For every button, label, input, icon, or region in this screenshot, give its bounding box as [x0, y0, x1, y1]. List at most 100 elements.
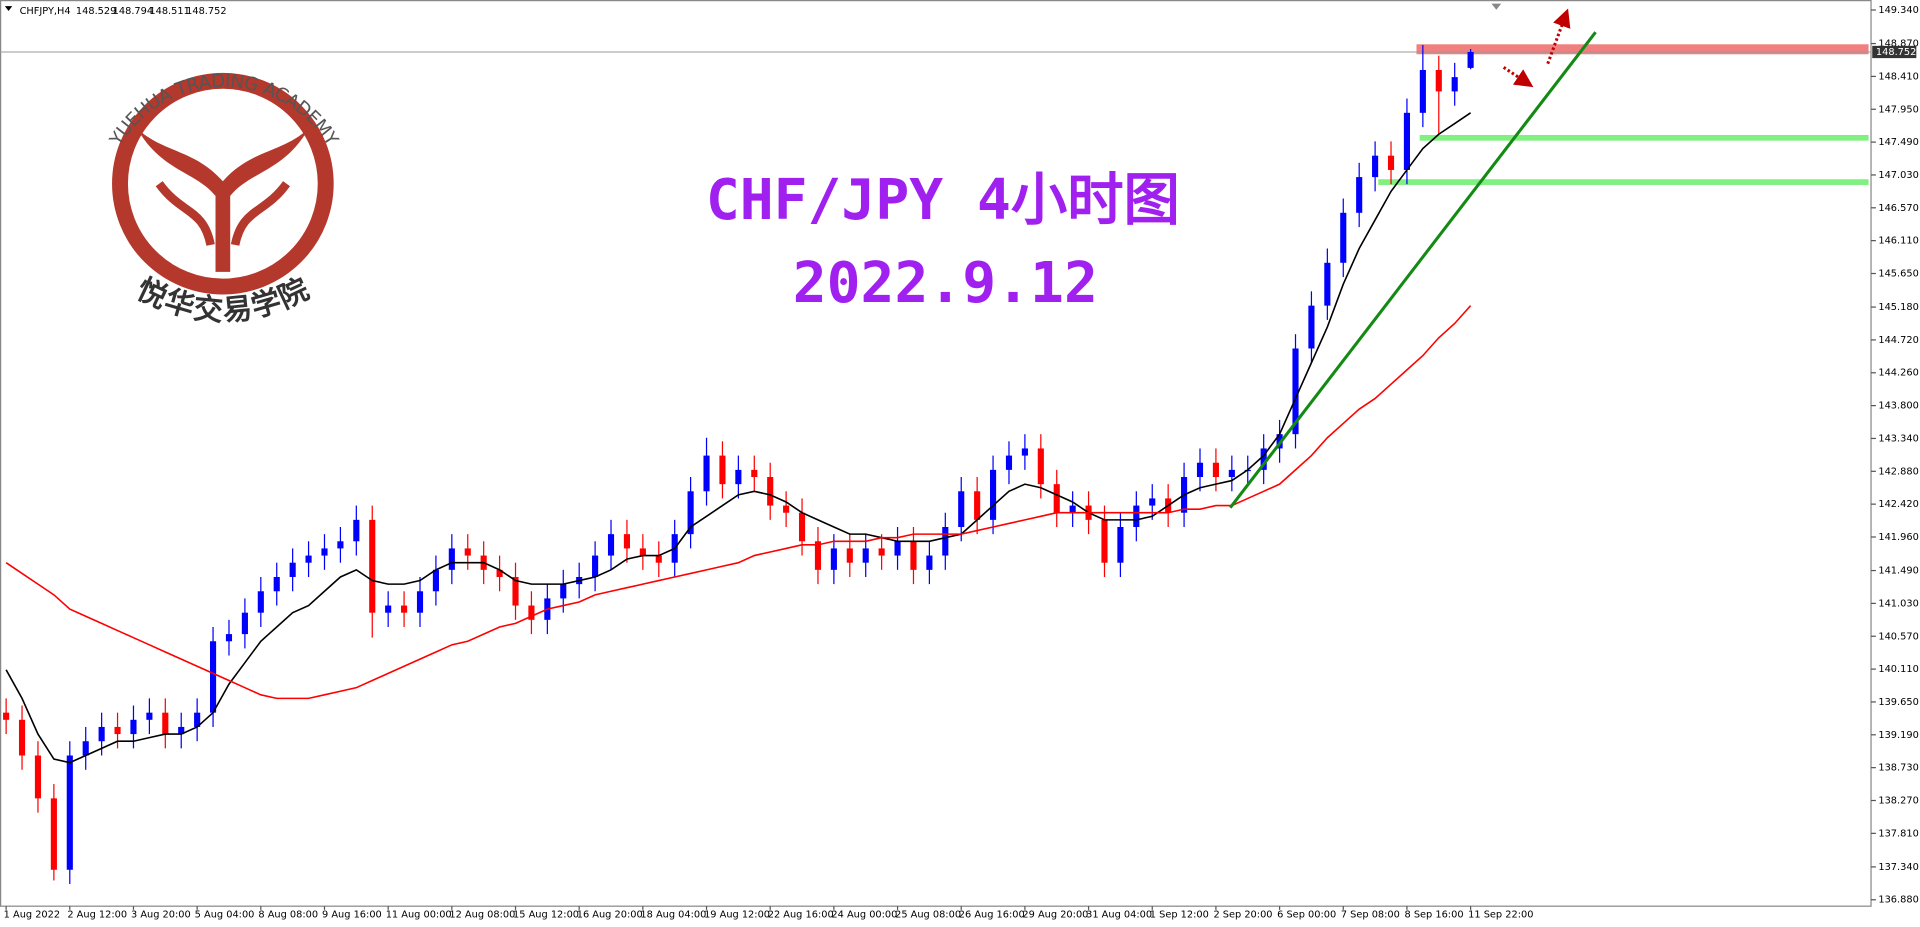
candle-body: [34, 755, 42, 799]
header-low: 148.511: [149, 6, 189, 17]
candle-body: [1133, 505, 1140, 527]
price-zone: [1378, 179, 1869, 185]
candle-body: [1435, 69, 1442, 92]
x-tick-label: 7 Sep 08:00: [1341, 910, 1400, 921]
x-tick-label: 9 Aug 16:00: [322, 910, 382, 921]
candle-body: [830, 548, 837, 570]
x-tick-label: 12 Aug 08:00: [449, 910, 515, 921]
plot-frame: [0, 0, 1872, 907]
candle-body: [225, 634, 233, 642]
candle-body: [496, 569, 503, 577]
y-tick-label: 146.570: [1878, 203, 1918, 214]
candle-body: [623, 534, 630, 549]
candle-body: [273, 576, 280, 592]
candle-body: [130, 719, 137, 735]
x-tick-label: 29 Aug 20:00: [1022, 910, 1088, 921]
candle-body: [814, 541, 822, 570]
candle-body: [719, 455, 726, 485]
candle-body: [369, 519, 376, 613]
candle-body: [289, 562, 296, 577]
y-tick-label: 142.420: [1878, 499, 1918, 510]
x-tick-label: 3 Aug 20:00: [131, 910, 191, 921]
candle-body: [3, 712, 10, 720]
menu-triangle[interactable]: [4, 6, 13, 12]
trendline: [1229, 31, 1597, 509]
candle-body: [1324, 262, 1331, 306]
candle-body: [512, 576, 519, 606]
x-tick-label: 5 Aug 04:00: [195, 910, 255, 921]
candle-body: [926, 555, 933, 570]
arrow-up: [1546, 8, 1571, 65]
candle-body: [1292, 348, 1299, 435]
candle-body: [18, 719, 26, 756]
y-tick-label: 147.030: [1878, 170, 1918, 181]
y-tick-label: 143.340: [1878, 433, 1918, 444]
x-tick-label: 25 Aug 08:00: [895, 910, 961, 921]
candle-body: [50, 798, 57, 870]
candle-body: [98, 726, 105, 742]
candle-body: [1053, 484, 1060, 513]
shift-marker: [1491, 3, 1502, 10]
candle-body: [1308, 305, 1315, 349]
candle-body: [783, 505, 790, 513]
y-tick-label: 137.340: [1878, 862, 1918, 873]
candle-body: [146, 712, 153, 720]
header-close: 148.752: [186, 6, 226, 17]
candle-body: [210, 641, 217, 713]
candle-body: [1451, 77, 1458, 92]
y-tick-label: 145.650: [1878, 268, 1918, 279]
symbol: CHFJPY,H4: [20, 6, 71, 17]
header-open: 148.529: [76, 6, 116, 17]
candle-body: [1419, 69, 1426, 113]
candle-body: [416, 591, 424, 613]
candle-body: [1387, 155, 1395, 170]
chart-title: CHF/JPY 4小时图: [706, 168, 1180, 233]
candle-body: [82, 741, 89, 756]
candle-body: [432, 569, 439, 592]
y-tick-label: 148.410: [1878, 71, 1918, 82]
y-tick-label: 138.270: [1878, 795, 1918, 806]
y-tick-label: 141.030: [1878, 598, 1918, 609]
candle-body: [1403, 112, 1410, 170]
candle-body: [1101, 519, 1108, 563]
candle-body: [114, 726, 121, 735]
candle-body: [894, 541, 901, 556]
candle-body: [194, 712, 201, 727]
x-tick-label: 2 Aug 12:00: [67, 910, 127, 921]
y-tick-label: 147.490: [1878, 137, 1918, 148]
x-tick-label: 8 Sep 16:00: [1404, 910, 1463, 921]
y-tick-label: 145.180: [1878, 302, 1918, 313]
candle-body: [655, 555, 662, 563]
y-tick-label: 136.880: [1878, 895, 1918, 906]
candle-body: [592, 555, 599, 577]
candle-body: [337, 541, 344, 549]
logo-leaves: [155, 181, 291, 246]
candle-body: [767, 477, 774, 506]
candle-body: [321, 548, 328, 556]
candle-body: [257, 591, 264, 613]
candle-body: [353, 519, 360, 542]
y-tick-label: 139.650: [1878, 697, 1918, 708]
y-tick-label: 149.340: [1878, 5, 1918, 16]
y-tick-label: 139.190: [1878, 730, 1918, 741]
y-tick-label: 146.110: [1878, 236, 1918, 247]
x-tick-label: 11 Aug 00:00: [386, 910, 452, 921]
candle-body: [1069, 505, 1076, 513]
y-tick-label: 138.730: [1878, 763, 1918, 774]
moving-average: [5, 112, 1472, 764]
x-tick-label: 26 Aug 16:00: [959, 910, 1025, 921]
candle-body: [1021, 448, 1028, 456]
candle-body: [305, 555, 312, 563]
x-tick-label: 1 Aug 2022: [4, 910, 60, 921]
candle-body: [798, 512, 806, 542]
logo-mark: [137, 128, 309, 272]
x-tick-label: 16 Aug 20:00: [577, 910, 643, 921]
candle-body: [1149, 498, 1156, 506]
candle-body: [528, 605, 535, 620]
y-tick-label: 140.570: [1878, 631, 1918, 642]
candle-body: [178, 726, 185, 735]
y-tick-label: 142.880: [1878, 466, 1918, 477]
candle-body: [862, 548, 869, 563]
candle-body: [846, 548, 853, 563]
